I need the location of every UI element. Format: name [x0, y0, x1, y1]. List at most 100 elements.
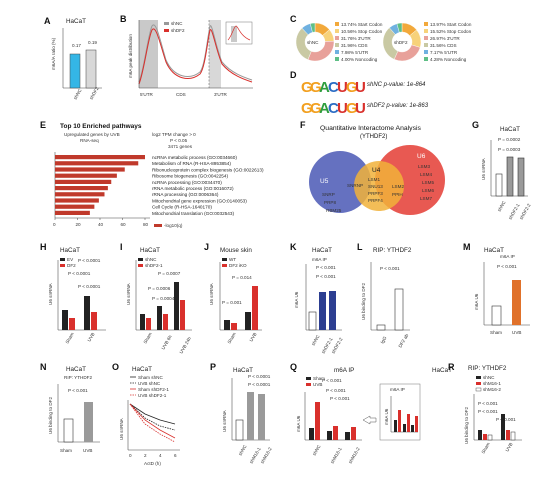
panel-e-bar: [55, 167, 125, 172]
panel-q-xlabel: shM16-1: [330, 446, 343, 464]
panel-b-inset-line: [227, 25, 251, 41]
panel-q-inset-ylabel: m6A U6: [384, 408, 389, 425]
panel-n-pval: P < 0.001: [68, 388, 88, 393]
panel-f-gene: PRP8: [324, 200, 336, 205]
panel-f-subtitle: (YTHDF2): [360, 134, 387, 140]
panel-f-set-label: U5: [320, 178, 329, 185]
panel-o-line: [129, 403, 176, 439]
panel-k-xlabel: shNC: [311, 333, 321, 346]
panel-n-xlabel: Sham: [60, 448, 72, 453]
panel-e-pathway-label: rRNA processing (GO:0006364): [152, 192, 219, 197]
panel-o-xtick: 6: [174, 453, 177, 458]
panel-c-legend-entry: 7.98% 5'UTR: [341, 50, 369, 55]
panel-d-motif-letter: U: [355, 79, 366, 96]
panel-a-value-label: 0.17: [72, 43, 81, 48]
panel-letter-c: C: [290, 14, 297, 24]
panel-b-5utr-shade: [139, 20, 158, 88]
panel-c-legend-swatch: [424, 50, 428, 54]
panel-q-xlabel: shNC: [312, 443, 322, 456]
panel-a-title: HaCaT: [66, 18, 86, 25]
panel-b-xlabel: 3'UTR: [214, 92, 228, 97]
panel-d-motif-letter: C: [328, 100, 339, 117]
panel-i-bar: [163, 314, 168, 330]
panel-j-bar: [231, 323, 237, 330]
panel-e-xtick-label: 80: [143, 222, 149, 227]
panel-q-bar: [345, 432, 350, 440]
panel-n-subtitle: RIP: YTHDF2: [64, 375, 92, 380]
panel-q-legend-label: UVB: [313, 382, 322, 387]
panel-e-bar: [55, 186, 108, 191]
panel-e-title: Top 10 Enriched pathways: [60, 123, 142, 130]
panel-c-legend-entry: 7.17% 5'UTR: [430, 50, 458, 55]
panel-c-legend-swatch: [335, 57, 339, 61]
panel-i-title: HaCaT: [140, 247, 160, 254]
panel-o-line: [129, 403, 176, 443]
panel-a-bar: [69, 53, 81, 89]
panel-o-xtick: 2: [144, 453, 147, 458]
panel-r-pval: P < 0.001: [478, 409, 498, 414]
panel-c-legend-entry: 31.56% CDS: [430, 43, 457, 48]
panel-letter-b: B: [120, 14, 127, 24]
panel-m-bar: [512, 280, 521, 325]
panel-b: B m6A peak distribution shNC shDF2 5'UTR…: [120, 14, 253, 97]
panel-c-donut-slice: [396, 22, 403, 33]
panel-r-legend-label: shM16-1: [483, 381, 501, 386]
panel-h-xlabel: UVB: [87, 332, 96, 343]
panel-a-value-label: 0.19: [88, 40, 97, 45]
panel-r-bar: [487, 434, 493, 441]
panel-f-gene: LSM2: [392, 184, 404, 189]
panel-h-legend-label: EV: [67, 257, 74, 262]
panel-k-pval: P < 0.001: [316, 265, 336, 270]
panel-k-pval: P < 0.001: [316, 274, 336, 279]
panel-e-pathway-label: Ribosome biogenesis (GO:0042254): [152, 174, 229, 179]
panel-l: L RIP: YTHDF2 U6 binding to DF2 P < 0.00…: [357, 242, 412, 349]
panel-r-bar: [506, 430, 510, 440]
panel-q-inset-bar: [398, 410, 401, 432]
panel-b-legend-label: shDF2: [171, 28, 185, 33]
panel-b-3utr-shade: [209, 20, 221, 88]
panel-f-gene: LSM4: [420, 172, 432, 177]
panel-r-legend-swatch: [475, 387, 482, 392]
panel-h-xlabel: Sham: [65, 331, 75, 344]
panel-p-bar: [235, 419, 244, 441]
panel-i-xlabel: UVB 6h: [161, 334, 173, 351]
panel-f-circle-u4: [354, 161, 404, 211]
panel-d-motif-letter: U: [337, 79, 348, 96]
panel-o-legend-label: UVB shDF2-1: [138, 393, 167, 398]
panel-q-inset-bar: [411, 425, 414, 432]
panel-n-bar: [63, 418, 74, 443]
panel-c-legend-swatch: [424, 29, 428, 33]
panel-h-bar: [84, 296, 90, 330]
panel-p-ylabel: U6 snRNA: [222, 409, 227, 432]
panel-e-xtick-label: 0: [53, 222, 56, 227]
panel-o-legend-label: UVB shNC: [138, 381, 161, 386]
panel-j-legend-swatch: [222, 258, 227, 261]
panel-d-motif-letter: G: [346, 100, 358, 117]
panel-f-gene: PPIH: [392, 192, 403, 197]
panel-m-pval: P < 0.001: [497, 264, 517, 269]
panel-i: I HaCaT shNC shDF2-1 U6 snRNA P = 0.0006…: [120, 242, 192, 355]
panel-e-bars: [55, 155, 145, 215]
panel-e-xticks: 0 20 40 60 80: [53, 218, 149, 227]
panel-l-ylabel: U6 binding to DF2: [361, 283, 366, 320]
panel-p-bar: [258, 394, 265, 440]
panel-j-xlabel: Sham: [227, 331, 237, 344]
panel-f-title: Quantitative Interactome Analysis: [320, 125, 421, 132]
panel-q-inset-bar: [403, 424, 406, 432]
panel-q-pval: P < 0.001: [330, 396, 350, 401]
panel-i-pval: P = 0.0007: [158, 271, 181, 276]
panel-c-legend-entry: 4.00% Noncoding: [341, 57, 378, 62]
panel-b-legend-label: shNC: [171, 21, 183, 26]
panel-e-param: log2 TPM change > 0: [152, 132, 196, 137]
panel-letter-g: G: [472, 120, 479, 130]
panel-j-bar: [252, 286, 258, 330]
panel-i-pval: P = 0.0006: [148, 286, 171, 291]
panel-o-legend-label: Sham shDF2-1: [138, 387, 169, 392]
panel-f-gene: LSM3: [418, 164, 430, 169]
panel-g-bar: [506, 156, 514, 197]
panel-e-pathway-label: Ribonucleoprotein complex biogenesis (GO…: [152, 167, 264, 172]
panel-c-legend-entry: 10.56% Stop Codon: [341, 29, 383, 34]
panel-e-bar: [55, 204, 95, 209]
